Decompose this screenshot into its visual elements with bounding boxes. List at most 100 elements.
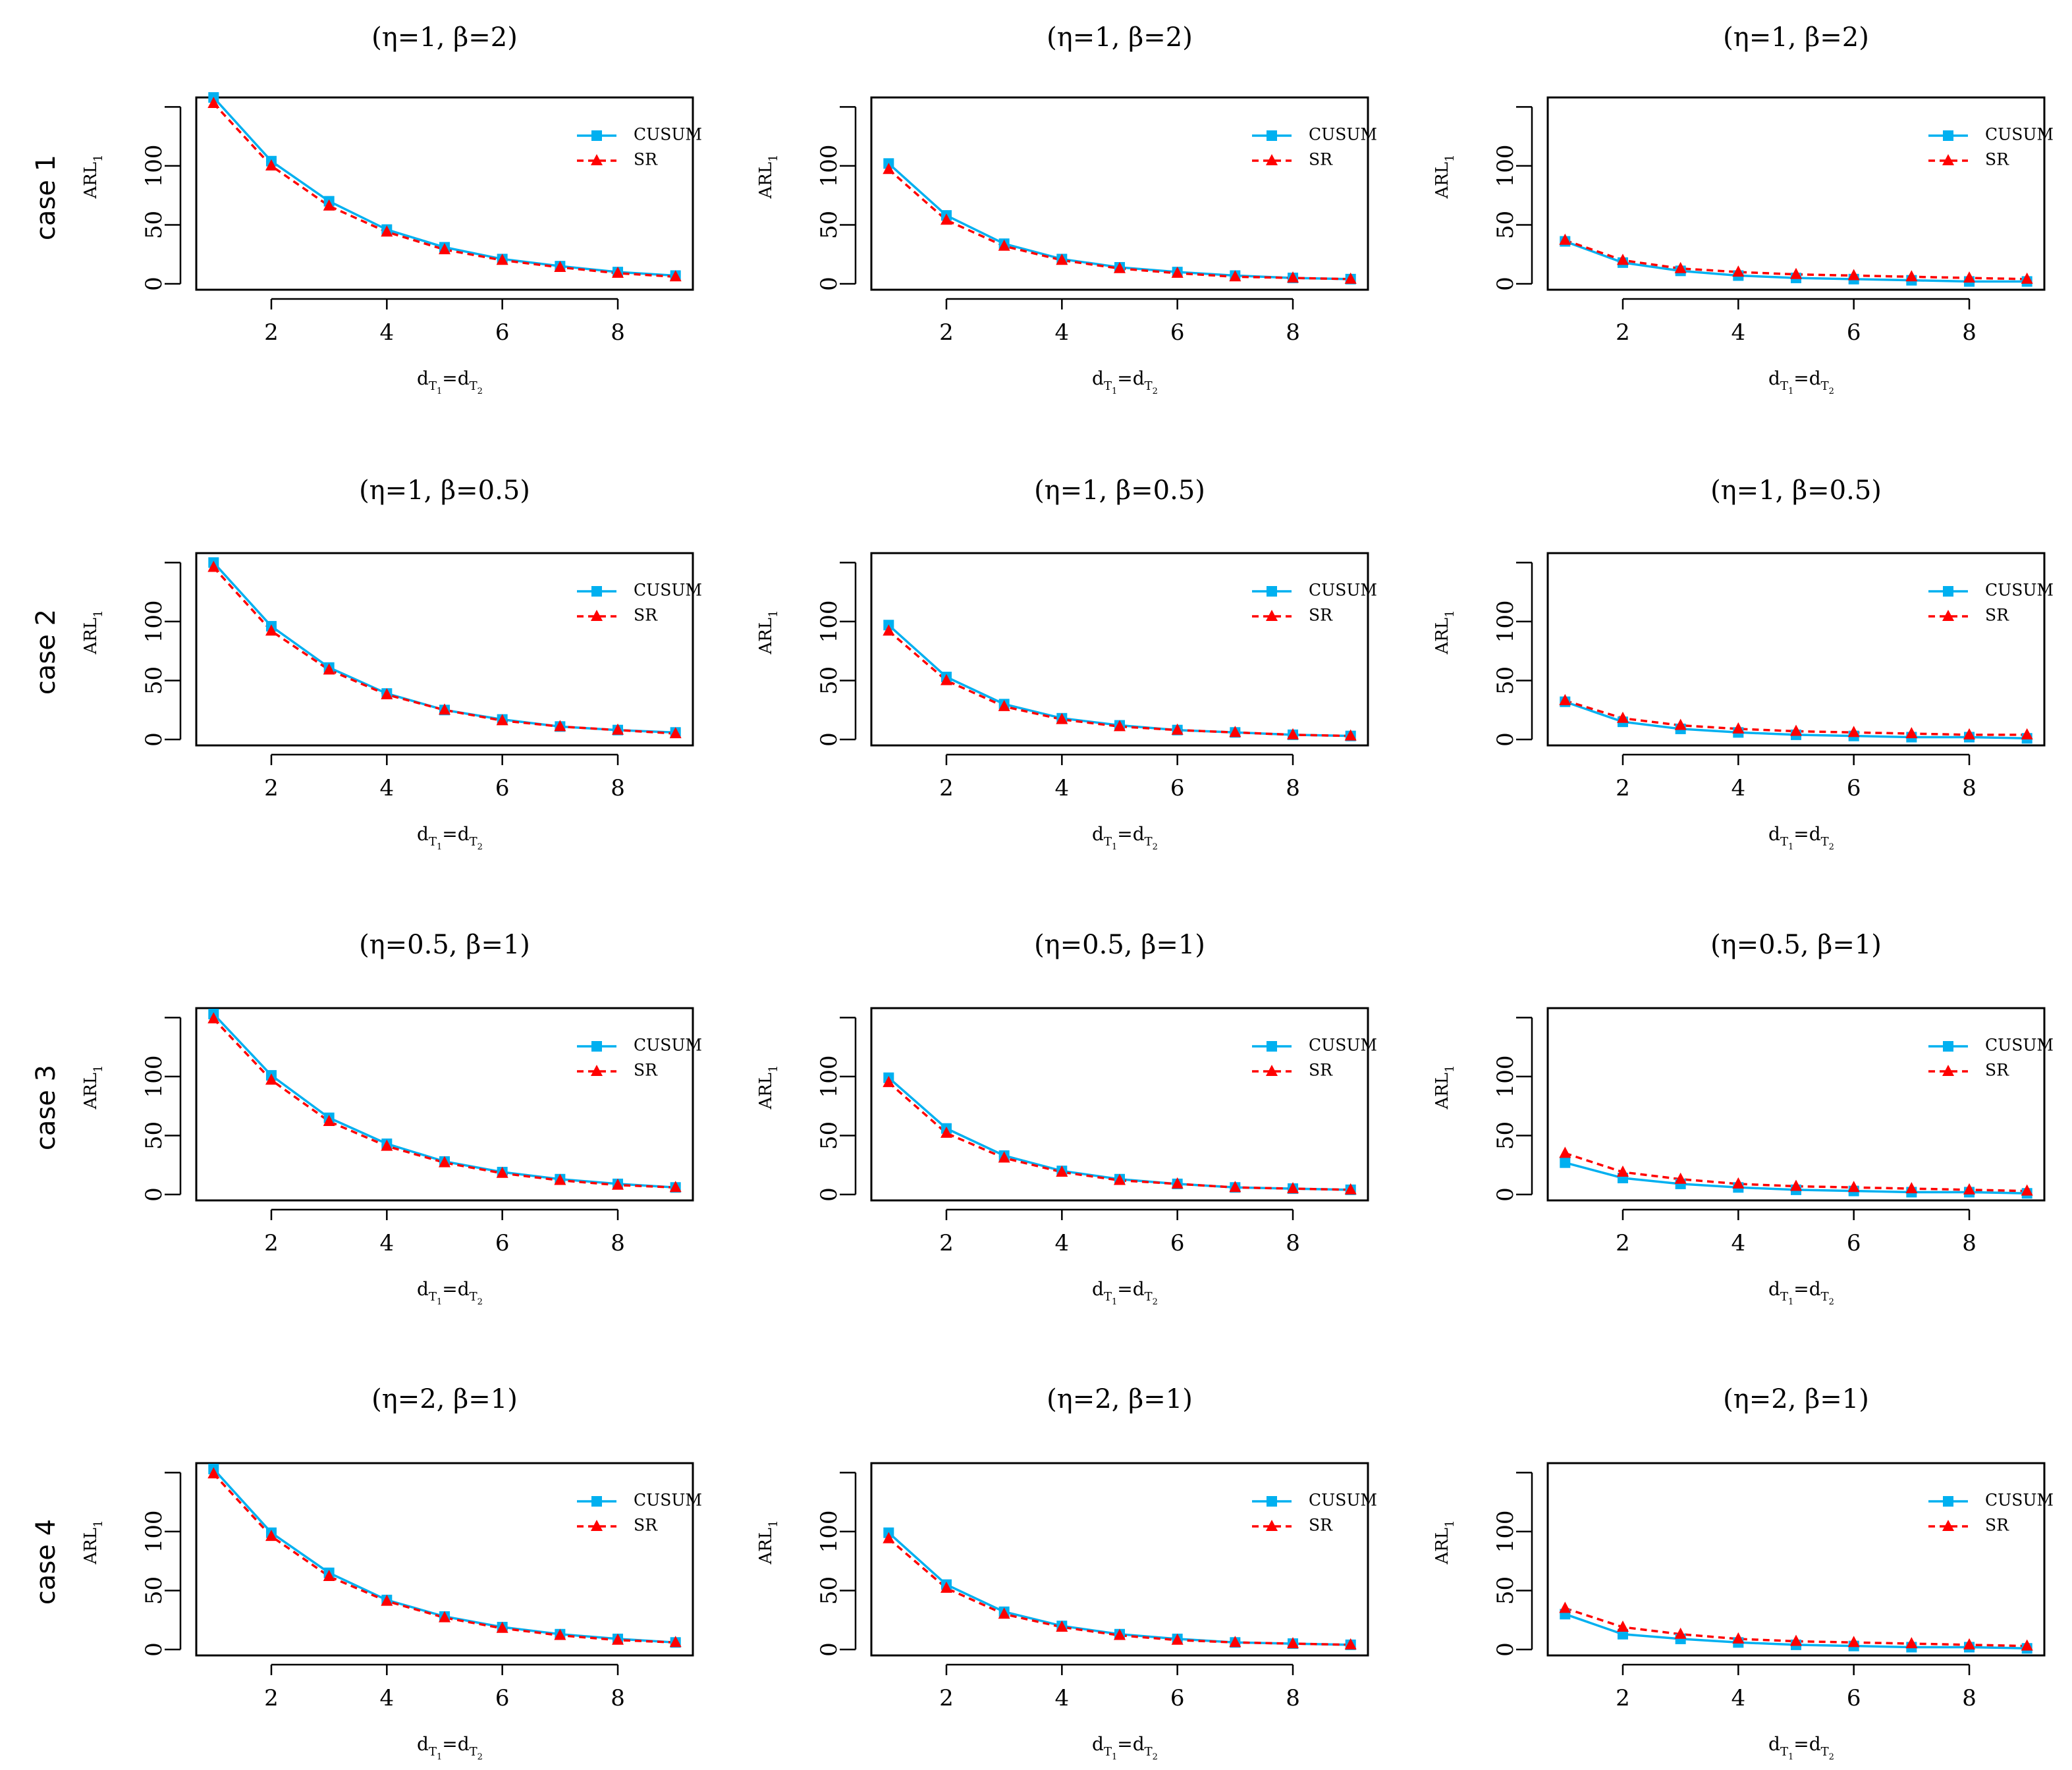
sr-point (1732, 265, 1745, 277)
y-tick-label: 100 (141, 1055, 167, 1098)
legend-cusum-label: CUSUM (1985, 1491, 2054, 1510)
chart-title: (η=2, β=1) (371, 1384, 518, 1414)
x-tick-label: 2 (264, 319, 279, 346)
y-tick-label: 100 (141, 1510, 167, 1553)
y-tick-label: 0 (141, 1187, 167, 1202)
legend-cusum-marker (1267, 586, 1277, 597)
legend-sr-label: SR (1309, 606, 1333, 625)
x-tick-label: 8 (1962, 775, 1977, 801)
x-label-part: 1 (1112, 1297, 1117, 1307)
legend-sr-marker (1266, 1065, 1278, 1076)
legend-cusum-marker (1943, 130, 1953, 141)
y-axis-label: ARL1 (756, 1520, 780, 1565)
x-label-part: =d (442, 1278, 469, 1300)
y-axis-label: ARL1 (1432, 1520, 1457, 1565)
sr-point (1905, 270, 1918, 282)
x-label-part: 2 (477, 842, 483, 852)
y-axis-label-sub: 1 (1443, 154, 1457, 161)
sr-point (1559, 693, 1571, 705)
x-tick-label: 4 (1731, 775, 1746, 801)
sr-point (669, 1181, 682, 1193)
sr-point (940, 1126, 952, 1138)
x-label-part: d (417, 1733, 429, 1755)
x-label-part: 2 (1153, 842, 1158, 852)
legend-sr-marker (591, 610, 603, 621)
x-tick-label: 2 (1616, 1685, 1630, 1711)
sr-point (1674, 1627, 1687, 1639)
sr-point (439, 703, 450, 715)
x-label-part: =d (442, 367, 469, 389)
x-tick-label: 4 (380, 1685, 395, 1711)
legend-cusum-marker (591, 586, 602, 597)
x-label-part: 2 (477, 1752, 483, 1762)
y-tick-label: 0 (141, 1642, 167, 1657)
x-tick-label: 4 (1055, 1685, 1070, 1711)
cusum-line (888, 1532, 1351, 1646)
legend-cusum-label: CUSUM (1985, 581, 2054, 600)
sr-point (1790, 267, 1802, 279)
x-label-part: =d (1793, 1278, 1820, 1300)
legend-cusum-marker (1267, 130, 1277, 141)
sr-point (1114, 1173, 1126, 1185)
x-label-part: =d (1117, 823, 1144, 845)
legend-sr-label: SR (1309, 1516, 1333, 1535)
y-tick-label: 50 (816, 1576, 842, 1605)
x-label-part: T (1145, 1745, 1153, 1759)
x-label-part: d (417, 823, 429, 845)
sr-point (1847, 1181, 1860, 1193)
y-tick-label: 0 (1492, 1187, 1519, 1202)
x-label-part: T (1780, 1290, 1788, 1304)
x-label-part: 2 (1829, 1297, 1834, 1307)
y-axis-label-main: ARL (81, 162, 101, 200)
y-axis-label: ARL1 (756, 610, 780, 655)
chart-title: (η=0.5, β=1) (1034, 930, 1205, 960)
x-axis-label: dT1=dT2 (1092, 823, 1158, 852)
sr-point (1847, 726, 1860, 738)
sr-point (554, 720, 566, 732)
x-tick-label: 8 (1962, 1230, 1977, 1256)
y-axis-label-sub: 1 (1443, 610, 1457, 617)
x-label-part: 2 (1829, 1752, 1834, 1762)
x-tick-label: 4 (1055, 775, 1070, 801)
sr-point (1114, 720, 1126, 732)
legend-cusum-label: CUSUM (1309, 125, 1377, 144)
x-label-part: T (1104, 1290, 1112, 1304)
sr-point (554, 1628, 566, 1640)
x-tick-label: 2 (264, 1230, 279, 1256)
plot-frame (195, 96, 694, 291)
sr-point (207, 96, 220, 108)
y-tick-label: 50 (1492, 1576, 1519, 1605)
sr-point (1559, 1601, 1571, 1613)
y-axis-label-sub: 1 (92, 1520, 105, 1527)
x-label-part: 2 (1829, 842, 1834, 852)
y-tick-label: 100 (816, 600, 842, 643)
sr-point (323, 663, 335, 675)
x-tick-label: 6 (1170, 319, 1185, 346)
sr-point (1229, 726, 1241, 738)
plot-frame (1546, 96, 2046, 291)
sr-point (496, 714, 508, 726)
legend-cusum-marker (591, 1496, 602, 1507)
x-tick-label: 6 (1170, 775, 1185, 801)
plot-frame (870, 96, 1369, 291)
legend-sr-marker (1942, 610, 1954, 621)
sr-point (381, 225, 393, 237)
sr-point (612, 266, 624, 278)
x-label-part: 1 (437, 842, 442, 852)
legend-sr-label: SR (634, 150, 658, 169)
y-axis-label: ARL1 (756, 154, 780, 199)
x-axis-label: dT1=dT2 (1092, 367, 1158, 396)
y-tick-label: 100 (141, 144, 167, 187)
sr-point (1905, 727, 1918, 739)
legend-cusum-label: CUSUM (634, 1491, 702, 1510)
x-label-part: =d (1793, 367, 1820, 389)
x-label-part: d (1768, 1733, 1780, 1755)
x-tick-label: 2 (939, 319, 954, 346)
row-label: case 1 (31, 155, 61, 240)
y-axis-label-main: ARL (1432, 1073, 1452, 1110)
sr-point (883, 1532, 895, 1543)
y-tick-label: 0 (1492, 277, 1519, 291)
